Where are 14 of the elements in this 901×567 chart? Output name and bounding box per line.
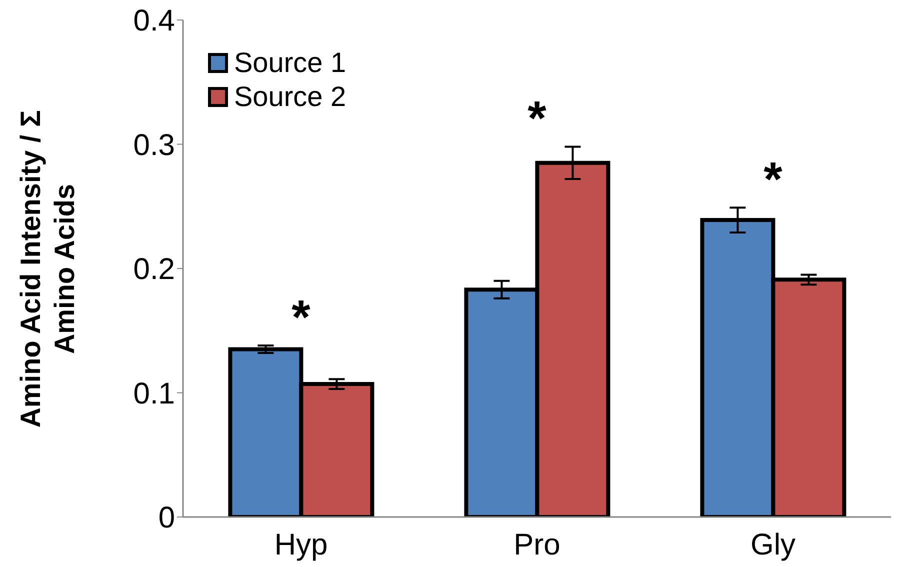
annotation: * [764, 154, 783, 207]
y-tick-label: 0.1 [133, 377, 175, 410]
y-tick-label: 0.2 [133, 253, 175, 286]
x-tick-label: Gly [750, 528, 796, 562]
legend-label: Source 1 [234, 47, 346, 79]
y-axis-title: Amino Acid Intensity / Σ Amino Acids [14, 110, 81, 428]
y-tick-label: 0.3 [133, 128, 175, 162]
x-tick-label: Hyp [274, 528, 328, 562]
annotation: * [292, 292, 311, 345]
y-tick-label: 0 [158, 502, 175, 535]
legend-label: Source 2 [234, 81, 346, 113]
x-tick-label: Pro [514, 528, 560, 562]
y-tick-label: 0.4 [133, 4, 175, 38]
annotation: * [528, 92, 547, 146]
